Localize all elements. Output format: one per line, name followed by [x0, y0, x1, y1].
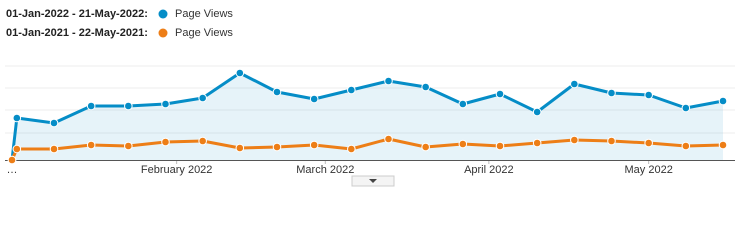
data-point: [49, 118, 59, 128]
data-point: [235, 143, 245, 153]
data-point: [86, 140, 96, 150]
data-point: [570, 79, 579, 89]
legend-label: Page Views: [175, 8, 233, 20]
expand-toggle[interactable]: [351, 175, 395, 187]
data-point: [718, 140, 728, 150]
data-point: [458, 99, 468, 109]
data-point: [86, 101, 96, 111]
data-point: [718, 96, 728, 106]
data-point: [421, 82, 430, 92]
legend-label: Page Views: [175, 27, 233, 39]
data-point: [7, 155, 17, 165]
data-point: [532, 107, 542, 117]
data-point: [161, 99, 170, 109]
data-point: [384, 76, 393, 86]
legend-dot: [158, 9, 168, 19]
data-point: [309, 94, 319, 104]
data-point: [272, 142, 282, 152]
data-point: [607, 88, 616, 98]
x-tick-label: February 2022: [141, 164, 213, 176]
data-point: [198, 93, 207, 103]
data-point: [644, 138, 653, 148]
data-point: [198, 136, 207, 146]
data-point: [12, 144, 22, 154]
x-tick-label: March 2022: [296, 164, 354, 176]
data-point: [532, 138, 542, 148]
legend-period: 01-Jan-2022 - 21-May-2022:: [6, 8, 148, 20]
data-point: [570, 135, 579, 145]
data-point: [161, 137, 170, 147]
data-point: [124, 101, 133, 111]
series-area: [12, 73, 723, 160]
data-point: [458, 139, 468, 149]
data-point: [235, 68, 245, 78]
legend-dot: [158, 28, 168, 38]
toggle-arrow[interactable]: [369, 179, 377, 183]
data-point: [347, 85, 356, 95]
grid: [5, 65, 735, 134]
data-point: [272, 87, 282, 97]
data-point: [384, 134, 393, 144]
chart: 01-Jan-2022 - 21-May-2022: Page Views 01-J…: [5, 8, 735, 187]
data-point: [495, 141, 505, 151]
data-point: [309, 140, 319, 150]
x-tick-label: April 2022: [464, 164, 514, 176]
data-point: [681, 103, 691, 113]
data-point: [495, 89, 505, 99]
data-point: [124, 141, 133, 151]
data-point: [644, 90, 653, 100]
data-point: [12, 113, 22, 123]
legend-period: 01-Jan-2021 - 22-May-2021:: [6, 27, 148, 39]
data-point: [607, 136, 616, 146]
data-point: [681, 141, 691, 151]
data-point: [49, 144, 59, 154]
x-tick-label: …: [7, 164, 18, 176]
data-point: [347, 144, 356, 154]
x-tick-label: May 2022: [625, 164, 673, 176]
data-point: [421, 142, 430, 152]
